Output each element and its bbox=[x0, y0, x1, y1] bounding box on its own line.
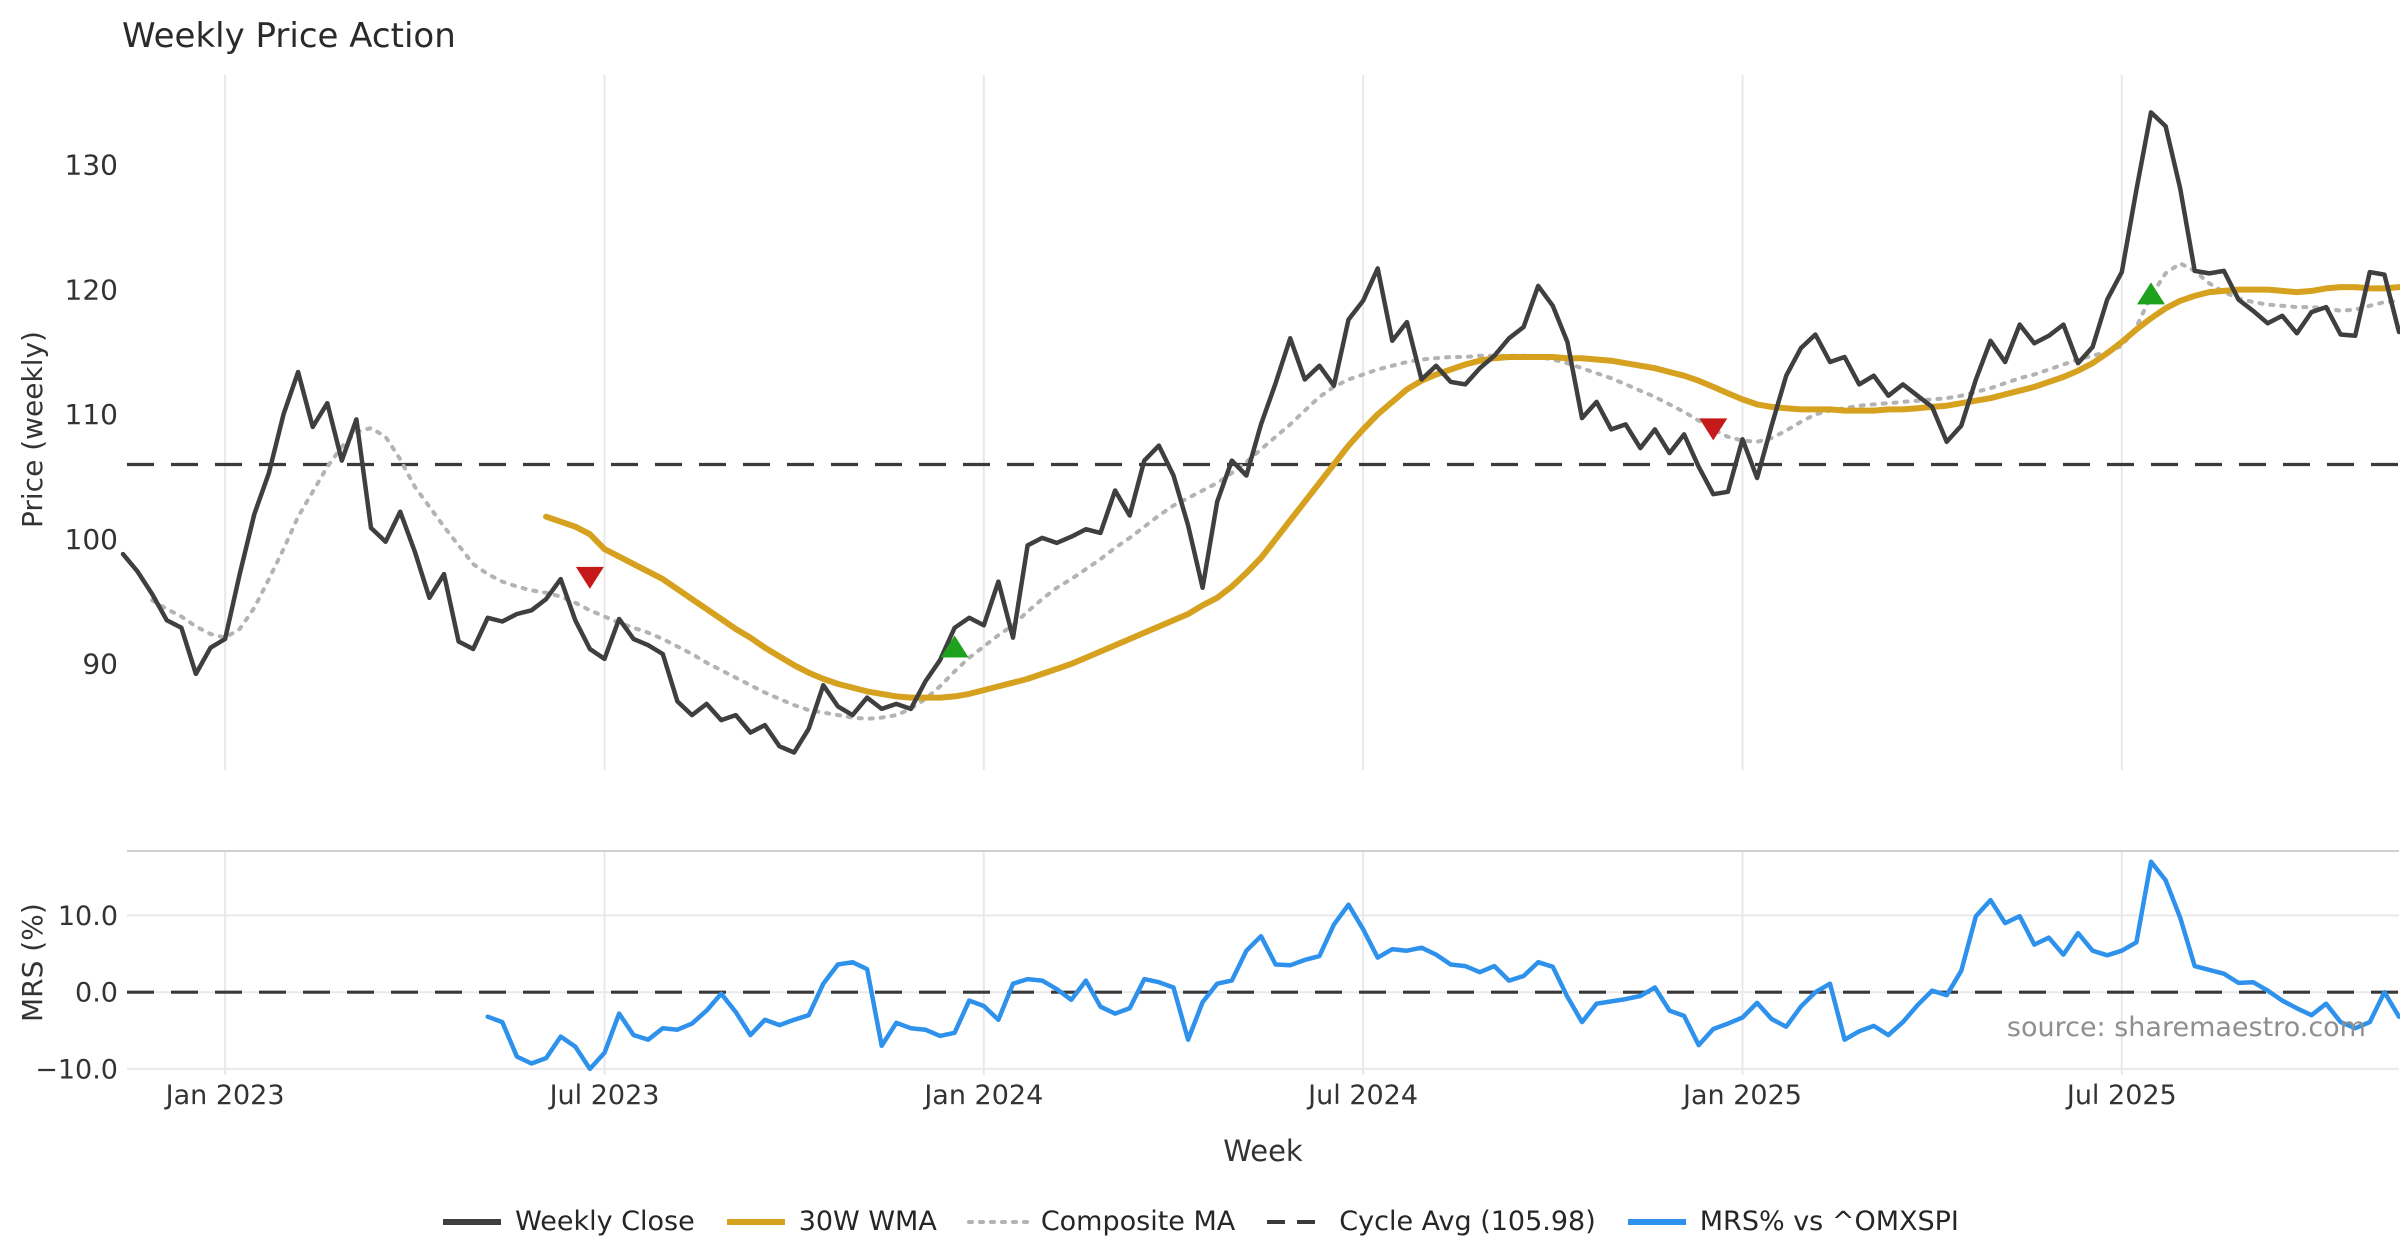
chart-legend: Weekly Close 30W WMA Composite MA Cycle Avg… bbox=[0, 1206, 2400, 1237]
mrs-line bbox=[485, 859, 2400, 1072]
x-tick-label: Jul 2025 bbox=[2065, 1080, 2177, 1111]
legend-item-cycle-avg-105-98-: Cycle Avg (105.98) bbox=[1265, 1206, 1596, 1237]
x-tick-label: Jan 2025 bbox=[1681, 1080, 1802, 1111]
legend-swatch-icon bbox=[443, 1218, 502, 1225]
price-y-tick-label: 120 bbox=[65, 273, 118, 306]
legend-swatch-icon bbox=[1627, 1218, 1686, 1225]
legend-swatch-icon bbox=[1267, 1219, 1326, 1224]
sell-signal-marker bbox=[1699, 418, 1728, 441]
legend-item-mrs-vs-omxspi: MRS% vs ^OMXSPI bbox=[1626, 1206, 1959, 1237]
mrs-y-tick-label: 10.0 bbox=[58, 901, 118, 932]
price-y-tick-label: 100 bbox=[65, 523, 118, 556]
legend-item-composite-ma: Composite MA bbox=[966, 1206, 1236, 1237]
legend-label: Weekly Close bbox=[515, 1206, 695, 1237]
legend-item-weekly-close: Weekly Close bbox=[441, 1206, 695, 1237]
x-tick-label: Jan 2024 bbox=[922, 1080, 1043, 1111]
weekly-close-line bbox=[120, 110, 2400, 755]
mrs-y-tick-label: 0.0 bbox=[75, 978, 118, 1009]
legend-label: Cycle Avg (105.98) bbox=[1339, 1206, 1596, 1237]
buy-signal-marker bbox=[2136, 282, 2165, 305]
x-tick-label: Jan 2023 bbox=[164, 1080, 285, 1111]
legend-label: MRS% vs ^OMXSPI bbox=[1699, 1206, 1959, 1237]
x-tick-label: Jul 2024 bbox=[1306, 1080, 1418, 1111]
legend-label: 30W WMA bbox=[798, 1206, 937, 1237]
source-attribution: source: sharemaestro.com bbox=[2006, 1012, 2366, 1043]
legend-label: Composite MA bbox=[1040, 1206, 1236, 1237]
x-axis-label: Week bbox=[1223, 1134, 1303, 1168]
composite-ma-line bbox=[150, 261, 2400, 721]
mrs-y-axis-label: MRS (%) bbox=[16, 903, 49, 1022]
legend-swatch-icon bbox=[726, 1218, 785, 1225]
sell-signal-marker bbox=[575, 566, 604, 589]
price-y-tick-label: 130 bbox=[65, 149, 118, 182]
price-y-axis-label: Price (weekly) bbox=[16, 331, 49, 528]
legend-swatch-icon bbox=[966, 1219, 1029, 1224]
wma-30w-line bbox=[543, 284, 2400, 701]
buy-signal-marker bbox=[940, 635, 969, 658]
page-title: Weekly Price Action bbox=[122, 16, 456, 56]
mrs-y-tick-label: −10.0 bbox=[35, 1054, 118, 1085]
x-tick-label: Jul 2023 bbox=[548, 1080, 660, 1111]
price-y-tick-label: 110 bbox=[65, 398, 118, 431]
legend-item-30w-wma: 30W WMA bbox=[725, 1206, 937, 1237]
price-y-tick-label: 90 bbox=[82, 648, 118, 681]
